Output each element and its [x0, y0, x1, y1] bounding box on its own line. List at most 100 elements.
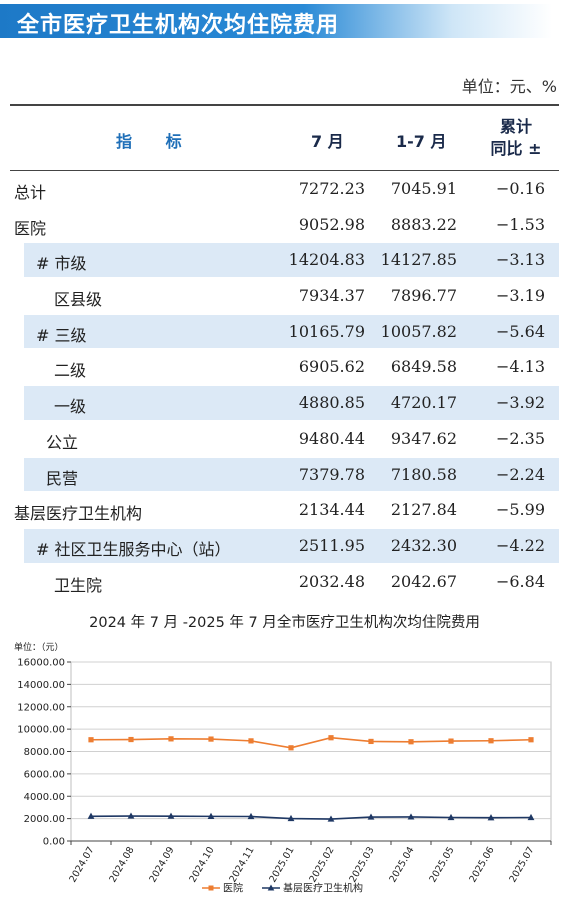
row-jan-jul-value: 2127.84 [390, 500, 457, 520]
x-tick-label: 2024.09 [147, 845, 176, 885]
header-jan-jul: 1-7 月 [396, 132, 447, 151]
data-point [527, 813, 535, 821]
data-point [88, 737, 94, 743]
table-row: 区县级 7934.37 7896.77 −3.19 [10, 278, 559, 314]
y-tick-label: 16000.00 [17, 658, 65, 669]
data-point [168, 736, 174, 742]
legend-label: 基层医疗卫生机构 [283, 882, 363, 895]
page-title: 全市医疗卫生机构次均住院费用 [17, 13, 340, 38]
row-july-value: 14204.83 [288, 250, 365, 270]
table-row: # 市级 14204.83 14127.85 −3.13 [10, 242, 559, 278]
x-tick-label: 2024.11 [227, 845, 256, 885]
row-jan-jul-value: 7045.91 [390, 179, 457, 198]
x-tick-label: 2025.07 [507, 845, 536, 885]
data-point [287, 814, 295, 822]
series-line-0 [90, 736, 532, 749]
y-tick-label: 0.00 [43, 837, 65, 848]
row-july-value: 2511.95 [298, 535, 365, 555]
y-tick-label: 12000.00 [17, 702, 65, 713]
row-jan-jul-value: 8883.22 [390, 214, 457, 234]
row-name: 区县级 [54, 290, 103, 310]
row-name: # 三级 [36, 325, 87, 345]
table-row: 二级 6905.62 6849.58 −4.13 [10, 349, 559, 385]
row-july-value: 7272.23 [298, 179, 365, 198]
row-yoy-value: −2.24 [495, 464, 545, 484]
data-point [447, 813, 455, 821]
header-yoy: 累计 同比 ± [488, 116, 544, 160]
table-row: 民营 7379.78 7180.58 −2.24 [10, 457, 559, 493]
x-tick-label: 2024.07 [67, 845, 96, 885]
line-chart: 单位：（元） 0.00 2000.00 4000.00 6000.00 8000.00 10… [14, 641, 552, 895]
row-name: 公立 [46, 432, 79, 452]
series-line-1 [90, 815, 532, 820]
legend-label: 医院 [223, 882, 243, 895]
header-july: 7 月 [311, 132, 344, 151]
row-jan-jul-value: 9347.62 [390, 428, 457, 448]
row-july-value: 9052.98 [298, 214, 365, 234]
data-point [488, 738, 494, 744]
row-name: 二级 [54, 361, 87, 381]
data-point [327, 815, 335, 822]
row-jan-jul-value: 6849.58 [390, 357, 457, 377]
row-yoy-value: −5.99 [495, 500, 545, 520]
row-name: 医院 [14, 218, 47, 238]
row-name: 一级 [54, 397, 87, 417]
data-point [408, 739, 414, 745]
row-july-value: 2032.48 [298, 571, 365, 591]
row-yoy-value: −5.64 [495, 321, 545, 341]
table-row: # 社区卫生服务中心（站） 2511.95 2432.30 −4.22 [10, 528, 559, 564]
table-row: 一级 4880.85 4720.17 −3.92 [10, 385, 559, 421]
x-tick-label: 2025.06 [467, 845, 496, 885]
x-tick-label: 2025.05 [427, 845, 456, 885]
row-yoy-value: −3.13 [495, 250, 545, 270]
row-july-value: 2134.44 [298, 500, 365, 520]
x-tick-label: 2025.01 [267, 845, 296, 885]
data-point [208, 736, 214, 742]
table-row: 卫生院 2032.48 2042.67 −6.84 [10, 564, 559, 600]
y-tick-label: 4000.00 [24, 792, 65, 803]
row-yoy-value: −4.13 [495, 357, 545, 377]
data-point [288, 745, 294, 751]
x-tick-label: 2024.10 [187, 845, 216, 885]
legend-marker [267, 884, 275, 891]
legend-marker [208, 885, 214, 891]
data-point [328, 735, 334, 741]
x-tick-label: 2024.08 [107, 845, 136, 885]
row-name: 民营 [46, 468, 79, 488]
table-header: 指 标 7 月 1-7 月 累计 同比 ± [10, 106, 559, 171]
data-point [87, 812, 95, 819]
table-row: 基层医疗卫生机构 2134.44 2127.84 −5.99 [10, 492, 559, 528]
y-tick-label: 8000.00 [24, 747, 65, 758]
row-yoy-value: −4.22 [495, 535, 545, 555]
x-tick-label: 2025.04 [387, 845, 416, 885]
header-yoy-line2: 同比 ± [490, 139, 542, 158]
chart-unit-label: 单位：（元） [14, 641, 64, 653]
unit-label: 单位：元、% [461, 77, 557, 96]
row-jan-jul-value: 4720.17 [390, 393, 457, 413]
data-point [127, 812, 135, 819]
row-name: 总计 [14, 183, 47, 202]
data-point [448, 738, 454, 744]
row-jan-jul-value: 7180.58 [390, 464, 457, 484]
row-yoy-value: −1.53 [495, 214, 545, 234]
row-jan-jul-value: 2042.67 [390, 571, 457, 591]
header-indicator: 指 标 [116, 132, 196, 151]
table-body: 总计 7272.23 7045.91 −0.16 医院 9052.98 8883.22 −1.… [10, 171, 559, 599]
row-july-value: 7379.78 [298, 464, 365, 484]
row-july-value: 10165.79 [288, 321, 365, 341]
table-row: 医院 9052.98 8883.22 −1.53 [10, 207, 559, 243]
y-tick-label: 14000.00 [17, 680, 65, 691]
data-point [368, 738, 374, 745]
data-point [248, 738, 254, 744]
row-july-value: 4880.85 [298, 393, 365, 413]
data-point [407, 813, 415, 820]
row-name: # 市级 [36, 254, 87, 274]
row-yoy-value: −3.19 [495, 286, 545, 306]
table-row: 公立 9480.44 9347.62 −2.35 [10, 421, 559, 457]
header-yoy-line1: 累计 [499, 117, 532, 136]
fee-table: 指 标 7 月 1-7 月 累计 同比 ± 总计 7272.23 7045.91 −0… [10, 104, 559, 599]
y-tick-label: 10000.00 [17, 725, 65, 736]
table-row: # 三级 10165.79 10057.82 −5.64 [10, 314, 559, 350]
data-point [247, 812, 255, 820]
data-point [487, 814, 495, 821]
